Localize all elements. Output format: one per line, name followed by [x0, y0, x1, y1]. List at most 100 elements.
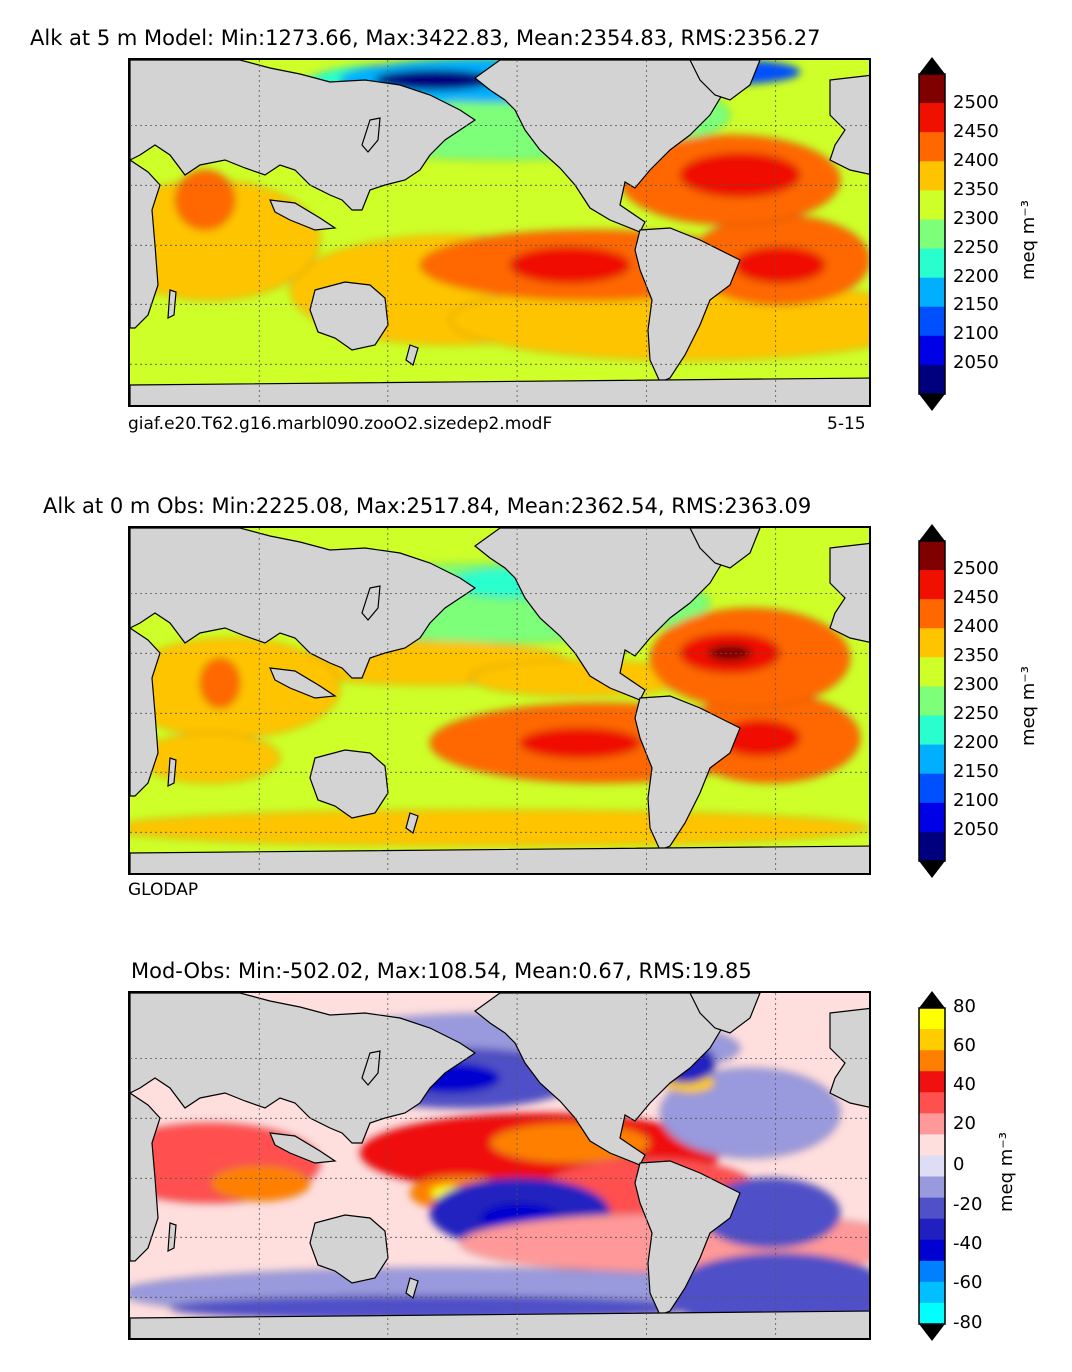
- colorbar-tick: 2400: [953, 150, 999, 171]
- colorbar-segment: [919, 599, 945, 629]
- colorbar-tick: 2200: [953, 266, 999, 287]
- colorbar-tick: 2500: [953, 92, 999, 113]
- colorbar-segment: [919, 1134, 945, 1157]
- colorbar-segment: [919, 161, 945, 191]
- colorbar-segment: [919, 1281, 945, 1304]
- panel-title-obs: Alk at 0 m Obs: Min:2225.08, Max:2517.84…: [43, 494, 812, 518]
- colorbar-obs: [918, 524, 946, 878]
- colorbar-tick: 0: [953, 1154, 965, 1175]
- colorbar-segment: [919, 1176, 945, 1199]
- colorbar-segment: [919, 306, 945, 337]
- land-africa: [130, 627, 161, 797]
- colorbar-extend-min: [919, 861, 945, 878]
- colorbar-segment: [919, 1302, 945, 1325]
- land-greenland: [689, 993, 761, 1034]
- contour-region: [509, 246, 631, 284]
- colorbar-tick: 2200: [953, 732, 999, 753]
- land-greenland: [689, 528, 761, 569]
- colorbar-segment: [919, 1260, 945, 1283]
- land-australia: [309, 281, 389, 351]
- colorbar-unit: meq m⁻³: [1018, 199, 1039, 280]
- colorbar-frame: [918, 73, 946, 395]
- colorbar-unit: meq m⁻³: [996, 1131, 1017, 1212]
- colorbar-tick: -20: [953, 1194, 983, 1215]
- land-japan: [361, 117, 381, 153]
- land-asia: [130, 60, 477, 211]
- colorbar-tick: 2450: [953, 587, 999, 608]
- land-australia: [309, 1214, 389, 1284]
- colorbar-segment: [919, 1155, 945, 1178]
- colorbar-segment: [919, 364, 945, 395]
- colorbar-segment: [919, 1008, 945, 1030]
- colorbar-segment: [919, 1071, 945, 1093]
- contour-region: [519, 727, 641, 759]
- colorbar-tick: -40: [953, 1233, 983, 1254]
- colorbar-segment: [919, 686, 945, 717]
- colorbar-tick: 40: [953, 1074, 976, 1095]
- colorbar-segment: [919, 570, 945, 600]
- colorbar-tick: 2300: [953, 674, 999, 695]
- colorbar-tick: 2250: [953, 703, 999, 724]
- contour-region: [130, 809, 869, 847]
- colorbar-tick: 2150: [953, 761, 999, 782]
- colorbar-segment: [919, 335, 945, 366]
- land-japan: [361, 1050, 381, 1086]
- colorbar-segment: [919, 831, 945, 862]
- colorbar-segment: [919, 1029, 945, 1051]
- colorbar-segment: [919, 541, 945, 571]
- colorbar-tick: 20: [953, 1113, 976, 1134]
- colorbar-segment: [919, 277, 945, 308]
- colorbar-segment: [919, 1050, 945, 1072]
- land-indonesia: [269, 667, 337, 699]
- land-greenland: [689, 60, 761, 101]
- land-europe: [829, 1007, 869, 1108]
- colorbar-segment: [919, 190, 945, 221]
- colorbar-tick: 2150: [953, 294, 999, 315]
- colorbar-extend-min: [919, 394, 945, 411]
- colorbar-segment: [919, 1239, 945, 1262]
- land-antarctica: [130, 1310, 869, 1338]
- colorbar-frame: [918, 540, 946, 862]
- land-asia: [130, 993, 477, 1144]
- land-asia: [130, 528, 477, 679]
- map-diff: [128, 991, 871, 1340]
- land-new-zealand: [405, 1277, 419, 1299]
- land-indonesia: [269, 199, 337, 231]
- colorbar-tick: 2250: [953, 237, 999, 258]
- contour-region: [679, 152, 801, 198]
- colorbar-tick: 2500: [953, 558, 999, 579]
- run-caption: giaf.e20.T62.g16.marbl090.zooO2.sizedep2…: [128, 414, 553, 434]
- land-africa: [130, 1092, 161, 1262]
- colorbar-extend-min: [919, 1324, 945, 1341]
- colorbar-tick: 2450: [953, 121, 999, 142]
- colorbar-tick: 80: [953, 996, 976, 1017]
- source-caption: GLODAP: [128, 880, 199, 900]
- land-africa: [130, 159, 161, 329]
- panel-title-model: Alk at 5 m Model: Min:1273.66, Max:3422.…: [30, 26, 821, 50]
- colorbar-diff: [918, 991, 946, 1341]
- land-new-zealand: [405, 344, 419, 366]
- land-europe: [829, 74, 869, 175]
- colorbar-segment: [919, 248, 945, 279]
- land-antarctica: [130, 845, 869, 873]
- colorbar-tick: -60: [953, 1272, 983, 1293]
- colorbar-segment: [919, 715, 945, 746]
- colorbar-extend-max: [919, 991, 945, 1008]
- colorbar-segment: [919, 628, 945, 658]
- colorbar-segment: [919, 773, 945, 804]
- colorbar-model: [918, 57, 946, 411]
- contour-region: [199, 657, 241, 709]
- colorbar-tick: 2050: [953, 819, 999, 840]
- colorbar-segment: [919, 657, 945, 688]
- panel-title-diff: Mod-Obs: Min:-502.02, Max:108.54, Mean:0…: [131, 959, 752, 983]
- colorbar-segment: [919, 802, 945, 833]
- period-caption: 5-15: [827, 414, 866, 434]
- colorbar-tick: 60: [953, 1035, 976, 1056]
- land-australia: [309, 749, 389, 819]
- colorbar-segment: [919, 1092, 945, 1114]
- colorbar-segment: [919, 744, 945, 775]
- colorbar-tick: 2350: [953, 179, 999, 200]
- land-new-zealand: [405, 812, 419, 834]
- land-indonesia: [269, 1132, 337, 1164]
- colorbar-segment: [919, 1113, 945, 1135]
